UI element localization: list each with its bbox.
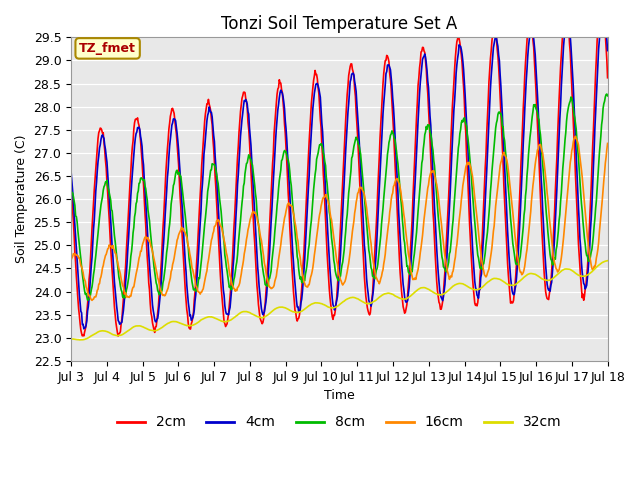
2cm bbox=[405, 273, 413, 278]
2cm bbox=[67, 182, 75, 188]
8cm bbox=[84, 297, 92, 303]
4cm bbox=[67, 170, 75, 176]
4cm bbox=[405, 285, 413, 291]
2cm bbox=[421, 49, 429, 55]
16cm bbox=[133, 268, 141, 274]
16cm bbox=[67, 257, 75, 263]
16cm bbox=[88, 298, 96, 303]
X-axis label: Time: Time bbox=[324, 389, 355, 402]
8cm bbox=[216, 196, 223, 202]
4cm bbox=[421, 51, 429, 57]
2cm bbox=[133, 117, 141, 122]
8cm bbox=[405, 270, 413, 276]
2cm bbox=[115, 333, 122, 339]
4cm bbox=[188, 317, 195, 323]
4cm bbox=[216, 229, 223, 235]
16cm bbox=[405, 255, 413, 261]
32cm bbox=[67, 336, 75, 342]
16cm bbox=[77, 263, 84, 268]
16cm bbox=[421, 210, 429, 216]
2cm bbox=[77, 327, 84, 333]
Text: TZ_fmet: TZ_fmet bbox=[79, 42, 136, 55]
32cm bbox=[421, 285, 429, 290]
4cm bbox=[604, 48, 611, 53]
8cm bbox=[603, 91, 611, 97]
16cm bbox=[604, 141, 611, 146]
Line: 16cm: 16cm bbox=[71, 136, 607, 300]
16cm bbox=[188, 259, 195, 265]
Legend: 2cm, 4cm, 8cm, 16cm, 32cm: 2cm, 4cm, 8cm, 16cm, 32cm bbox=[111, 410, 568, 435]
Line: 4cm: 4cm bbox=[71, 10, 607, 329]
Title: Tonzi Soil Temperature Set A: Tonzi Soil Temperature Set A bbox=[221, 15, 458, 33]
4cm bbox=[77, 308, 84, 314]
2cm bbox=[598, 0, 605, 4]
8cm bbox=[133, 199, 141, 204]
Line: 8cm: 8cm bbox=[71, 94, 607, 300]
32cm bbox=[77, 337, 85, 343]
8cm bbox=[421, 132, 429, 137]
8cm bbox=[188, 273, 195, 279]
Line: 32cm: 32cm bbox=[71, 261, 607, 340]
4cm bbox=[80, 326, 88, 332]
2cm bbox=[216, 257, 223, 263]
32cm bbox=[405, 294, 413, 300]
Line: 2cm: 2cm bbox=[71, 1, 607, 336]
32cm bbox=[133, 323, 141, 329]
Y-axis label: Soil Temperature (C): Soil Temperature (C) bbox=[15, 135, 28, 264]
16cm bbox=[216, 220, 223, 226]
16cm bbox=[572, 133, 579, 139]
2cm bbox=[604, 75, 611, 81]
8cm bbox=[77, 256, 84, 262]
32cm bbox=[77, 337, 84, 343]
8cm bbox=[67, 187, 75, 193]
4cm bbox=[599, 7, 607, 13]
32cm bbox=[188, 323, 195, 328]
32cm bbox=[216, 317, 223, 323]
2cm bbox=[188, 321, 195, 327]
32cm bbox=[604, 258, 611, 264]
4cm bbox=[133, 129, 141, 135]
8cm bbox=[604, 93, 611, 99]
